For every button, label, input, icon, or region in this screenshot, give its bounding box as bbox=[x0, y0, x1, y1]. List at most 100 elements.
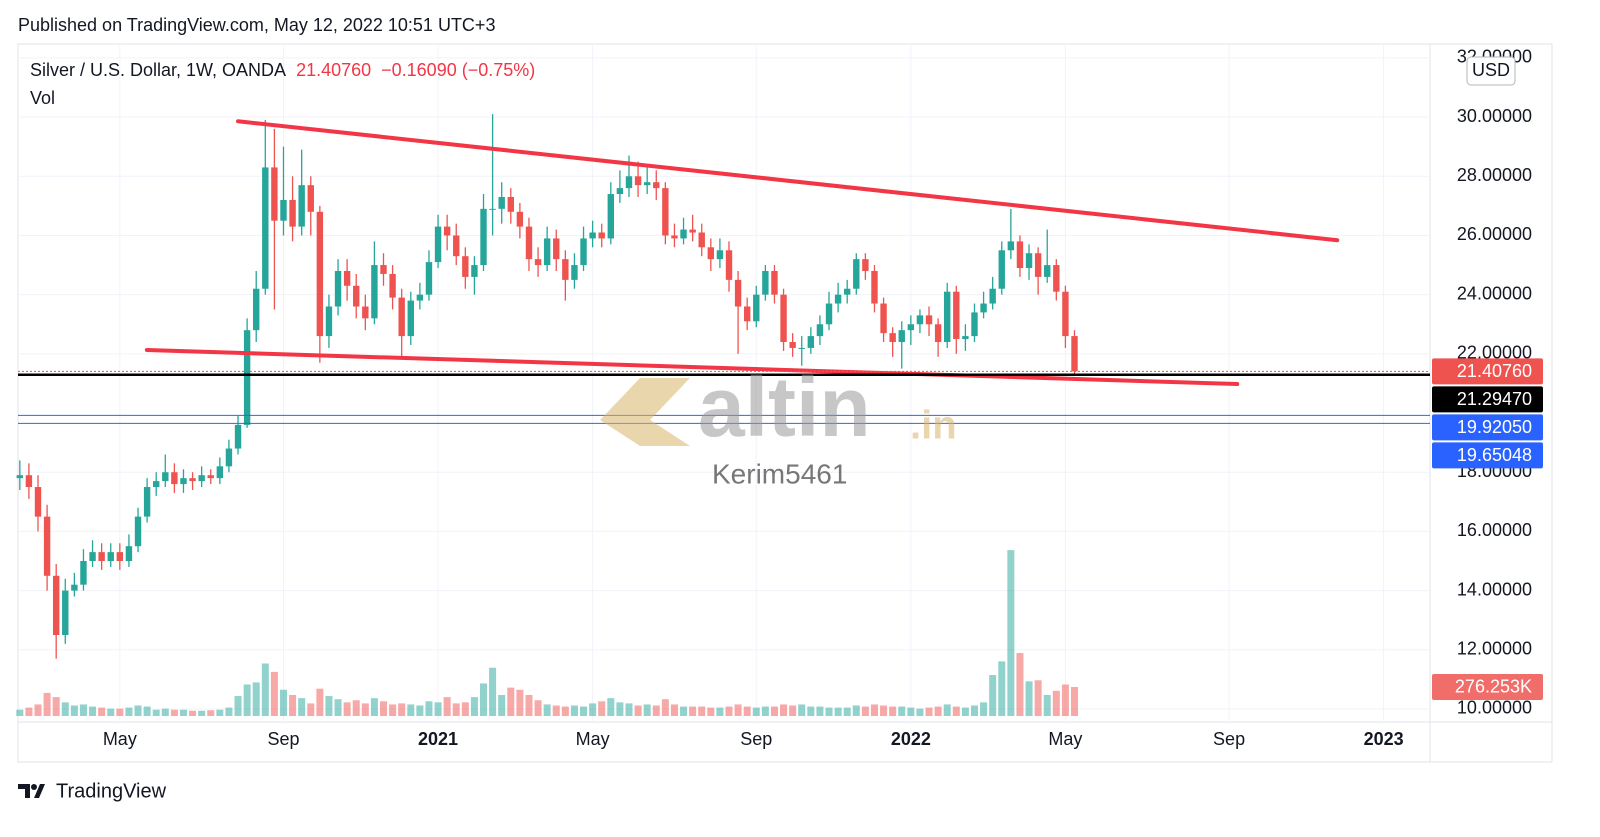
candle-body bbox=[553, 238, 560, 260]
candle-body bbox=[1007, 241, 1015, 251]
candle-body bbox=[707, 247, 715, 260]
volume-bar bbox=[1016, 653, 1024, 716]
volume-bar bbox=[16, 709, 24, 716]
candle-body bbox=[880, 303, 887, 334]
candle-body bbox=[353, 285, 360, 307]
volume-bar bbox=[743, 706, 751, 716]
candle-body bbox=[743, 306, 751, 322]
candle-body bbox=[962, 336, 969, 340]
x-tick-label: 2021 bbox=[418, 729, 458, 749]
volume-bar bbox=[1043, 695, 1051, 716]
candle-body bbox=[152, 481, 160, 488]
candle-body bbox=[598, 232, 605, 239]
price-tag-label: 19.92050 bbox=[1457, 417, 1532, 437]
x-tick-label: 2023 bbox=[1364, 729, 1404, 749]
legend: Silver / U.S. Dollar, 1W, OANDA 21.40760−… bbox=[30, 60, 535, 80]
volume-bar bbox=[89, 706, 97, 716]
volume-bar bbox=[780, 704, 788, 716]
volume-bar bbox=[752, 707, 760, 716]
candle-body bbox=[789, 342, 796, 348]
volume-bar bbox=[207, 710, 215, 716]
volume-bar bbox=[270, 671, 278, 716]
volume-bar bbox=[243, 684, 251, 716]
volume-bar bbox=[61, 702, 69, 716]
y-tick-label: 14.00000 bbox=[1457, 579, 1532, 599]
volume-bar bbox=[970, 705, 978, 716]
volume-bar bbox=[716, 707, 724, 716]
candle-body bbox=[453, 235, 460, 257]
candle-body bbox=[34, 487, 42, 517]
volume-bar bbox=[116, 708, 124, 716]
candle-body bbox=[71, 584, 78, 591]
volume-bar bbox=[525, 695, 533, 716]
candle-body bbox=[243, 330, 251, 425]
volume-bar bbox=[134, 705, 142, 716]
volume-bar bbox=[680, 706, 688, 716]
candle-body bbox=[162, 472, 169, 482]
volume-bar bbox=[1070, 686, 1078, 716]
volume-bar bbox=[998, 661, 1006, 716]
volume-bar bbox=[316, 688, 324, 716]
volume-bar bbox=[616, 702, 624, 716]
volume-bar bbox=[698, 706, 706, 716]
candle-body bbox=[80, 561, 87, 585]
candle-body bbox=[434, 226, 442, 263]
volume-bar bbox=[34, 704, 42, 716]
volume-bar bbox=[570, 705, 578, 716]
volume-bar bbox=[898, 706, 906, 716]
volume-bar bbox=[461, 702, 469, 716]
price-tag-label: 19.65048 bbox=[1457, 445, 1532, 465]
volume-bar bbox=[789, 705, 797, 716]
candle-body bbox=[516, 211, 524, 227]
candle-body bbox=[216, 466, 224, 479]
volume-bar bbox=[825, 707, 833, 716]
price-tag bbox=[1432, 414, 1543, 441]
volume-bar bbox=[643, 704, 651, 716]
volume-bar bbox=[389, 704, 397, 716]
candle-body bbox=[989, 288, 996, 304]
volume-bar bbox=[734, 704, 742, 716]
currency-box[interactable] bbox=[1466, 56, 1516, 86]
currency[interactable]: USD bbox=[1472, 60, 1510, 80]
watermark-brand: altin bbox=[698, 360, 871, 454]
volume-bar bbox=[452, 703, 460, 716]
candle-body bbox=[616, 188, 624, 195]
candle-body bbox=[262, 167, 269, 289]
candle-body bbox=[316, 211, 324, 337]
last-price: 21.40760 bbox=[296, 60, 371, 80]
volume-bar bbox=[870, 704, 878, 716]
volume-bar bbox=[980, 702, 988, 716]
volume-bar bbox=[70, 705, 78, 716]
candle-body bbox=[25, 475, 33, 488]
volume-bar bbox=[289, 695, 297, 716]
volume-bar bbox=[252, 682, 260, 716]
volume-bar bbox=[307, 703, 315, 716]
candle-body bbox=[780, 294, 787, 343]
volume-bar bbox=[516, 689, 524, 716]
volume-bar bbox=[625, 703, 633, 716]
x-tick-label: Sep bbox=[267, 729, 299, 749]
candle-body bbox=[643, 182, 651, 186]
symbol: Silver / U.S. Dollar, 1W, OANDA bbox=[30, 60, 286, 80]
y-tick-label: 26.00000 bbox=[1457, 224, 1532, 244]
footer-logo bbox=[18, 784, 45, 798]
trendline bbox=[236, 119, 1340, 243]
volume-bar bbox=[907, 707, 915, 716]
volume-bar bbox=[125, 707, 133, 716]
volume-bar bbox=[225, 707, 233, 716]
candle-body bbox=[853, 259, 860, 289]
candle-body bbox=[325, 306, 333, 337]
candle-body bbox=[562, 259, 569, 280]
candle-body bbox=[180, 478, 187, 485]
candle-body bbox=[407, 300, 414, 337]
candle-body bbox=[771, 270, 778, 295]
volume-bar bbox=[670, 704, 678, 716]
candle-body bbox=[889, 333, 896, 343]
volume-bar bbox=[370, 698, 378, 716]
volume-bar bbox=[425, 701, 433, 716]
candle-body bbox=[571, 265, 578, 280]
candle-body bbox=[298, 185, 305, 227]
volume-bar bbox=[161, 708, 169, 716]
candle-body bbox=[425, 262, 433, 295]
volume-bar bbox=[889, 706, 897, 716]
